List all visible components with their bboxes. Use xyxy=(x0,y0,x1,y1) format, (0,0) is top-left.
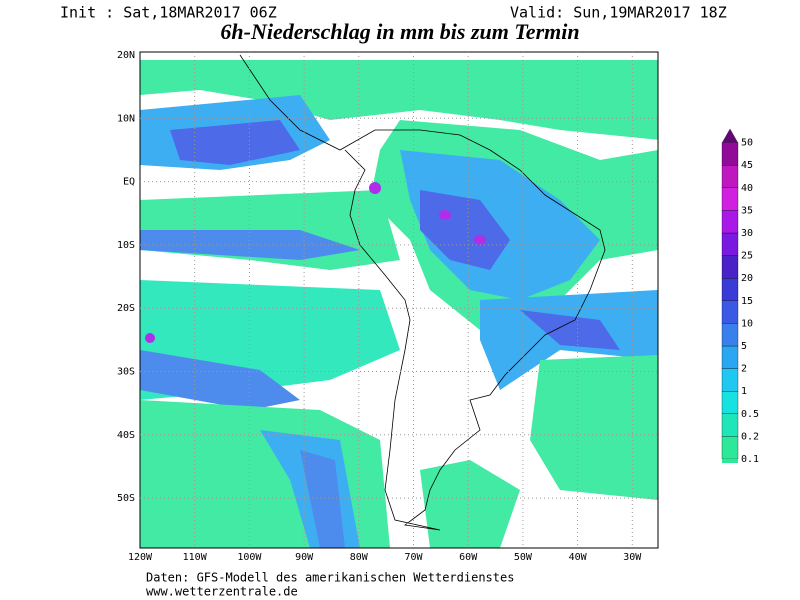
colorbar-swatch xyxy=(721,255,739,279)
colorbar-label: 45 xyxy=(741,160,753,171)
lon-label: 50W xyxy=(514,552,533,563)
colorbar-label: 30 xyxy=(741,228,753,239)
colorbar-swatch xyxy=(721,368,739,392)
lon-label: 120W xyxy=(128,552,153,563)
colorbar-swatch xyxy=(721,391,739,414)
colorbar-swatch xyxy=(721,436,739,460)
colorbar-label: 15 xyxy=(741,296,753,307)
colorbar-label: 35 xyxy=(741,205,753,216)
colorbar-bottom xyxy=(722,459,738,463)
footer-source: Daten: GFS-Modell des amerikanischen Wet… xyxy=(146,571,514,585)
coastlines xyxy=(239,54,606,531)
colorbar-label: 2 xyxy=(741,364,747,375)
colorbar-label: 50 xyxy=(741,138,753,149)
colorbar-swatch xyxy=(721,300,739,324)
colorbar-label: 10 xyxy=(741,318,753,329)
lat-label: EQ xyxy=(123,177,135,188)
colorbar-label: 20 xyxy=(741,273,753,284)
colorbar-label: 25 xyxy=(741,251,753,262)
precip-field xyxy=(140,60,658,548)
lat-label: 40S xyxy=(117,430,135,441)
colorbar-swatch xyxy=(721,232,739,256)
colorbar-swatch xyxy=(721,278,739,301)
footer-url: www.wetterzentrale.de xyxy=(146,585,298,599)
lon-label: 70W xyxy=(404,552,423,563)
colorbar-swatch xyxy=(721,142,739,166)
colorbar-swatch xyxy=(721,210,739,234)
colorbar-swatch xyxy=(721,345,739,369)
lat-label: 50S xyxy=(117,493,135,504)
lat-label: 20S xyxy=(117,303,135,314)
colorbar-cap xyxy=(722,128,738,143)
colorbar-label: 5 xyxy=(741,341,747,352)
lat-label: 20N xyxy=(117,50,135,61)
colorbar-label: 1 xyxy=(741,386,747,397)
lon-label: 90W xyxy=(295,552,314,563)
colorbar-label: 0.1 xyxy=(741,454,759,465)
colorbar-label: 0.5 xyxy=(741,409,759,420)
colorbar-swatch xyxy=(721,413,739,437)
lat-label: 10N xyxy=(117,113,135,124)
colorbar-swatch xyxy=(721,323,739,347)
colorbar-swatch xyxy=(721,165,739,188)
lat-label: 10S xyxy=(117,240,135,251)
lon-label: 80W xyxy=(350,552,369,563)
init-time: Init : Sat,18MAR2017 06Z xyxy=(60,4,277,22)
lon-label: 30W xyxy=(623,552,642,563)
colorbar-label: 40 xyxy=(741,183,753,194)
valid-time: Valid: Sun,19MAR2017 18Z xyxy=(510,4,727,22)
colorbar-swatch xyxy=(721,187,739,211)
colorbar-label: 0.2 xyxy=(741,431,759,442)
lon-label: 100W xyxy=(237,552,262,563)
lon-label: 60W xyxy=(459,552,478,563)
lon-label: 40W xyxy=(569,552,588,563)
lon-label: 110W xyxy=(183,552,208,563)
title: 6h-Niederschlag in mm bis zum Termin xyxy=(220,19,579,44)
map-frame xyxy=(139,51,659,549)
lat-label: 30S xyxy=(117,367,135,378)
